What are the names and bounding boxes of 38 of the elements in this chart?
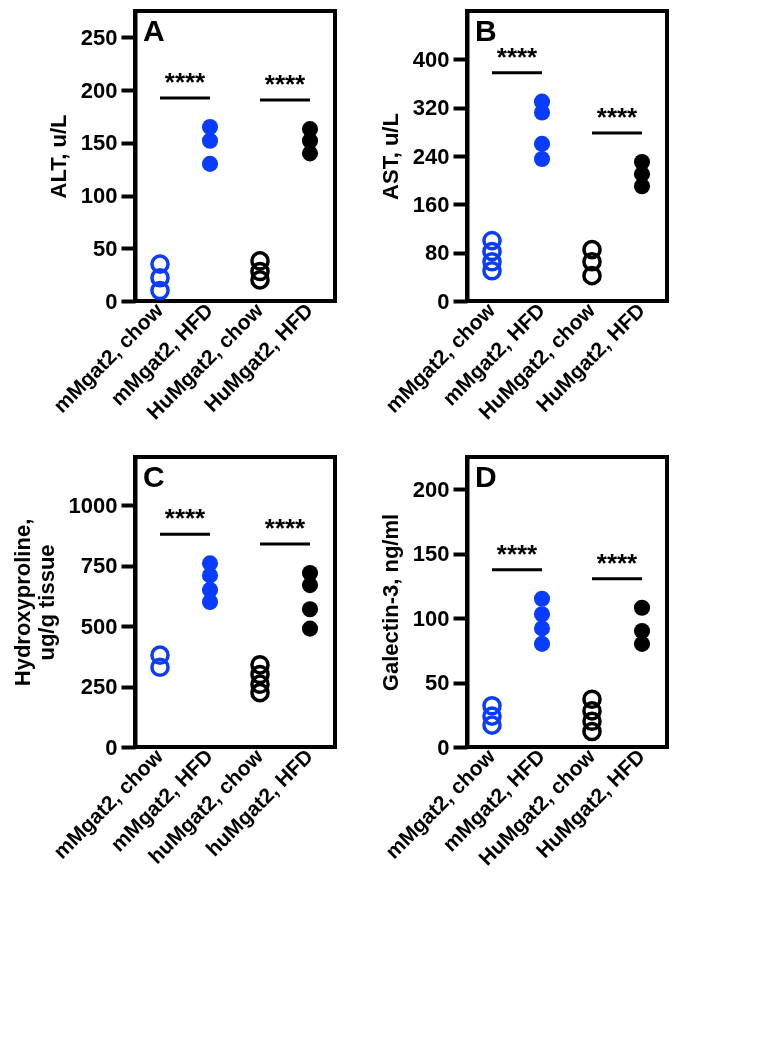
y-tick-label: 250	[80, 24, 118, 50]
chart-title: B	[475, 14, 497, 47]
y-tick-label: 0	[105, 288, 118, 314]
y-tick-label: 80	[425, 240, 450, 266]
annotation: ****	[496, 538, 539, 569]
chart-title: C	[143, 460, 165, 493]
y-tick-label: 0	[437, 288, 450, 314]
y-tick-label: 1000	[68, 492, 118, 518]
y-tick-label: 50	[425, 670, 450, 696]
y-tick-label: 320	[412, 95, 450, 121]
y-tick-label: 200	[80, 77, 118, 103]
y-tick-label: 0	[437, 734, 450, 760]
annotation: ****	[596, 547, 639, 578]
y-tick-label: 0	[105, 734, 118, 760]
y-tick-label: 160	[412, 191, 450, 217]
y-tick-label: 400	[412, 46, 450, 72]
annotation: ****	[264, 513, 307, 543]
annotation: ****	[164, 67, 207, 97]
y-tick-label: 150	[412, 541, 450, 567]
y-axis-title: AST, u/L	[377, 113, 403, 200]
y-tick-label: 100	[80, 183, 118, 209]
y-axis-title: ALT, u/L	[45, 114, 71, 199]
y-tick-label: 150	[80, 130, 118, 156]
y-tick-label: 200	[412, 476, 450, 502]
y-axis-title: Galectin-3, ng/ml	[377, 513, 403, 692]
y-tick-label: 50	[93, 235, 118, 261]
chart-title: D	[475, 460, 497, 493]
y-axis-title: Hydroxyproline, ug/g tissue	[9, 518, 59, 687]
y-tick-label: 100	[412, 605, 450, 631]
annotation: ****	[496, 41, 539, 72]
y-tick-label: 500	[80, 613, 118, 639]
y-tick-label: 250	[80, 674, 118, 700]
annotation: ****	[596, 102, 639, 133]
chart-title: A	[143, 14, 165, 47]
y-tick-label: 750	[80, 553, 118, 579]
annotation: ****	[164, 503, 207, 534]
annotation: ****	[264, 69, 307, 100]
y-tick-label: 240	[412, 143, 450, 169]
